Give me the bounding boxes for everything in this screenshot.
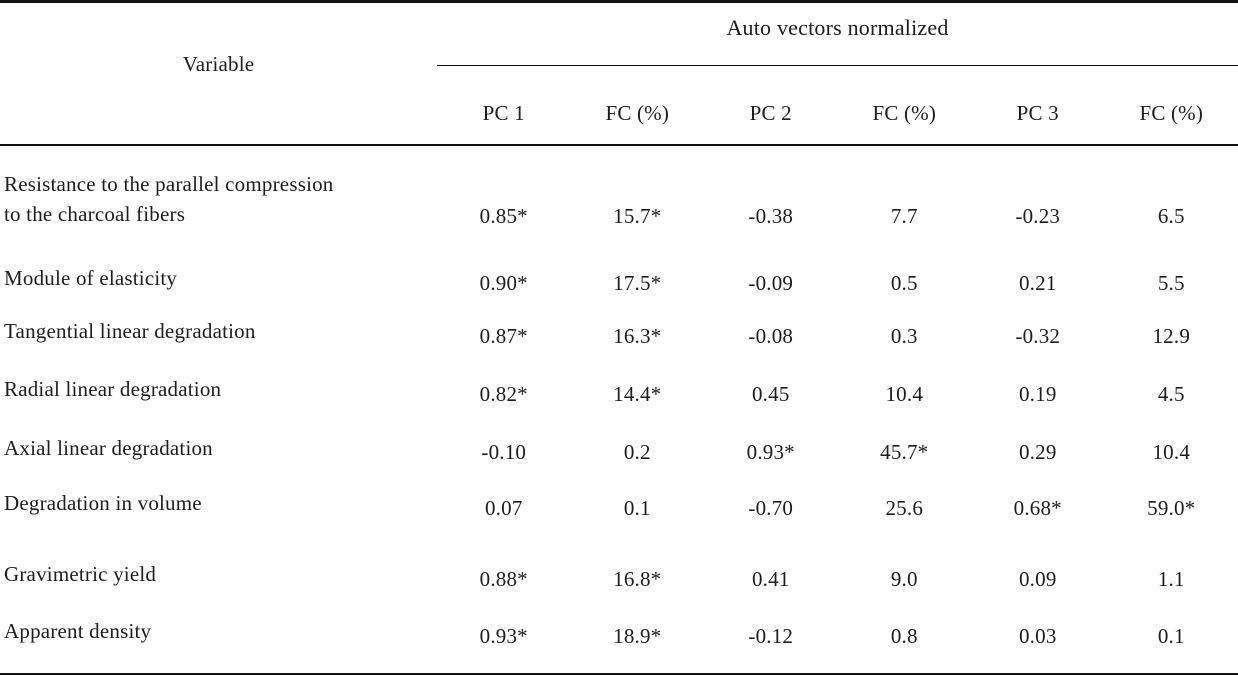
table-row: Gravimetric yield 0.88* 16.8* 0.41 9.0 0… [0, 545, 1238, 603]
data-cell: 17.5* [571, 252, 705, 304]
data-cell: 0.09 [971, 545, 1105, 603]
data-cell: 0.45 [704, 358, 838, 420]
data-cell: 0.29 [971, 420, 1105, 475]
data-cell: -0.09 [704, 252, 838, 304]
row-label: Degradation in volume [0, 475, 437, 531]
data-cell: 0.41 [704, 545, 838, 603]
data-cell: 0.2 [571, 420, 705, 475]
data-cell: -0.10 [437, 420, 571, 475]
table-row: Radial linear degradation 0.82* 14.4* 0.… [0, 358, 1238, 420]
row-label: Apparent density [0, 603, 437, 659]
data-cell: 0.82* [437, 358, 571, 420]
data-cell: -0.23 [971, 145, 1105, 252]
data-cell: 15.7* [571, 145, 705, 252]
data-cell: 0.3 [838, 304, 972, 358]
row-label: Gravimetric yield [0, 545, 437, 603]
data-cell: 0.88* [437, 545, 571, 603]
data-cell: 0.07 [437, 475, 571, 531]
data-cell: 0.19 [971, 358, 1105, 420]
table-row: Tangential linear degradation 0.87* 16.3… [0, 304, 1238, 358]
column-header-fc3: FC (%) [1105, 66, 1238, 146]
data-cell: 0.1 [571, 475, 705, 531]
data-cell: 10.4 [838, 358, 972, 420]
table-row: Apparent density 0.93* 18.9* -0.12 0.8 0… [0, 603, 1238, 659]
data-cell: 0.87* [437, 304, 571, 358]
data-cell: -0.12 [704, 603, 838, 659]
data-cell: 0.85* [437, 145, 571, 252]
data-cell: 0.5 [838, 252, 972, 304]
data-cell: 0.93* [704, 420, 838, 475]
data-cell: -0.70 [704, 475, 838, 531]
variable-column-header: Variable [0, 2, 437, 146]
row-spacer [0, 531, 1238, 545]
row-label: Tangential linear degradation [0, 304, 437, 358]
row-label: Module of elasticity [0, 252, 437, 304]
data-cell: -0.38 [704, 145, 838, 252]
data-cell: 14.4* [571, 358, 705, 420]
data-cell: 16.3* [571, 304, 705, 358]
column-header-pc1: PC 1 [437, 66, 571, 146]
data-cell: 0.90* [437, 252, 571, 304]
data-cell: 0.93* [437, 603, 571, 659]
data-cell: 0.68* [971, 475, 1105, 531]
row-label: Resistance to the parallel compression t… [0, 145, 437, 252]
table-row: Resistance to the parallel compression t… [0, 145, 1238, 252]
column-header-fc2: FC (%) [838, 66, 972, 146]
column-header-pc3: PC 3 [971, 66, 1105, 146]
paper-table-page: { "table": { "spanner_header": "Auto vec… [0, 0, 1238, 547]
data-cell: 0.1 [1105, 603, 1238, 659]
spanner-header-row: Variable Auto vectors normalized [0, 2, 1238, 66]
data-cell: 59.0* [1105, 475, 1238, 531]
data-cell: 1.1 [1105, 545, 1238, 603]
data-cell: 25.6 [838, 475, 972, 531]
data-cell: 7.7 [838, 145, 972, 252]
data-cell: 18.9* [571, 603, 705, 659]
table-row: Degradation in volume 0.07 0.1 -0.70 25.… [0, 475, 1238, 531]
table-row: Axial linear degradation -0.10 0.2 0.93*… [0, 420, 1238, 475]
data-cell: 45.7* [838, 420, 972, 475]
data-cell: -0.08 [704, 304, 838, 358]
data-cell: 5.5 [1105, 252, 1238, 304]
data-cell: 6.5 [1105, 145, 1238, 252]
row-spacer [0, 659, 1238, 674]
data-cell: 16.8* [571, 545, 705, 603]
row-label: Radial linear degradation [0, 358, 437, 420]
table-row: Module of elasticity 0.90* 17.5* -0.09 0… [0, 252, 1238, 304]
data-cell: -0.32 [971, 304, 1105, 358]
data-cell: 9.0 [838, 545, 972, 603]
row-label: Axial linear degradation [0, 420, 437, 475]
data-cell: 0.8 [838, 603, 972, 659]
data-cell: 4.5 [1105, 358, 1238, 420]
data-cell: 10.4 [1105, 420, 1238, 475]
column-header-pc2: PC 2 [704, 66, 838, 146]
data-cell: 12.9 [1105, 304, 1238, 358]
spanner-header-auto-vectors-normalized: Auto vectors normalized [437, 2, 1238, 66]
column-header-fc1: FC (%) [571, 66, 705, 146]
data-cell: 0.21 [971, 252, 1105, 304]
data-cell: 0.03 [971, 603, 1105, 659]
